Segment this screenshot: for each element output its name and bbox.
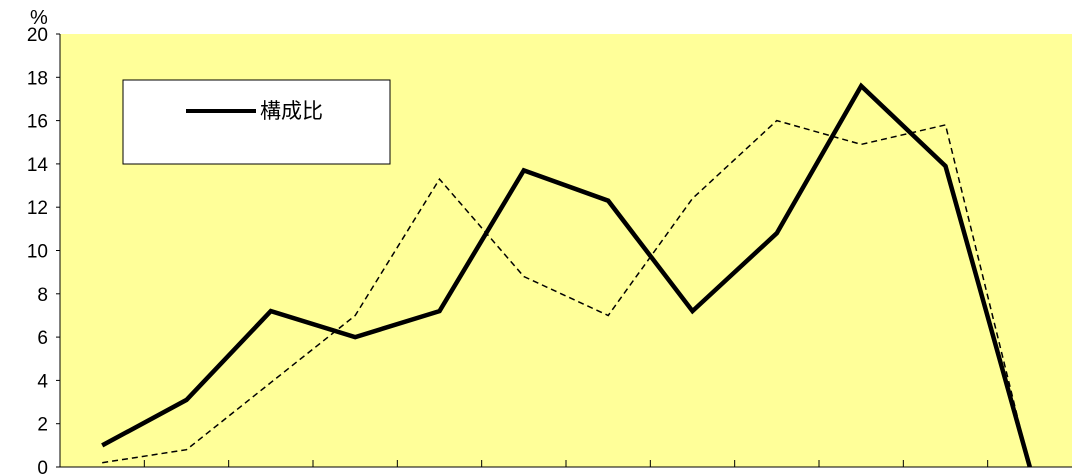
- y-unit-label: %: [30, 7, 48, 29]
- series-line-solid: [101, 82, 1032, 468]
- y-tick-labels: 0 2 4 6 8 10 12 14 16 18 20: [27, 25, 49, 474]
- y-tick-label: 0: [37, 458, 48, 474]
- y-tick-label: 14: [27, 155, 49, 176]
- axes: [56, 33, 1072, 468]
- legend: 構成比: [122, 79, 391, 165]
- legend-box: [122, 79, 391, 165]
- y-tick-label: 10: [27, 242, 48, 263]
- legend-label: 構成比: [260, 99, 323, 123]
- y-tick-label: 16: [27, 112, 48, 133]
- y-tick-label: 18: [27, 68, 48, 89]
- y-tick-label: 4: [37, 371, 48, 392]
- y-tick-label: 6: [37, 328, 48, 349]
- y-tick-label: 8: [37, 285, 48, 306]
- series-line-dashed: [102, 119, 1031, 468]
- y-tick-label: 2: [37, 415, 48, 436]
- y-tick-label: 12: [27, 198, 48, 219]
- series-lines: [101, 82, 1032, 468]
- y-tick-label: 20: [27, 25, 48, 46]
